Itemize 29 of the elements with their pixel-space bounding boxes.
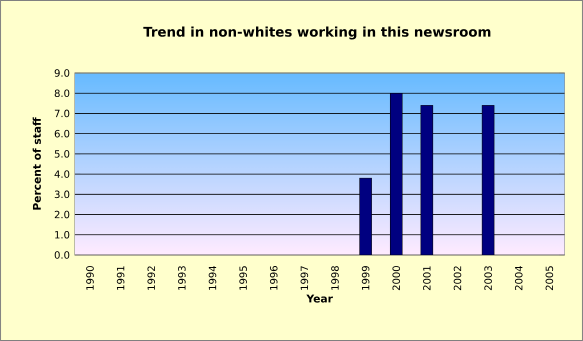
x-tick-label: 1994 (208, 266, 216, 290)
x-tick-label: 1998 (331, 266, 339, 290)
x-tick-label: 1997 (300, 266, 308, 290)
x-tick-label: 2005 (546, 266, 554, 290)
x-tick-label: 1993 (178, 266, 186, 290)
y-tick-label: 5.0 (54, 150, 70, 158)
x-tick-label: 1992 (147, 266, 156, 290)
x-tick-label: 1996 (270, 266, 278, 290)
y-axis-title: Percent of staff (32, 117, 41, 210)
x-tick-label: 2001 (423, 266, 431, 290)
y-tick-label: 9.0 (54, 69, 70, 77)
y-tick-label: 0.0 (54, 251, 70, 259)
y-tick-label: 4.0 (54, 170, 70, 178)
x-tick-label: 1990 (86, 266, 94, 290)
y-tick-label: 8.0 (54, 89, 70, 98)
y-tick-label: 1.0 (55, 230, 70, 239)
y-tick-label: 2.0 (54, 210, 70, 218)
y-tick-label: 3.0 (54, 190, 70, 198)
x-tick-label: 2003 (484, 266, 492, 290)
x-tick-label: 1995 (239, 266, 247, 290)
y-tick-label: 6.0 (54, 130, 70, 138)
x-axis-title: Year (306, 294, 333, 303)
x-tick-label: 1991 (116, 266, 124, 290)
chart-title: Trend in non-whites working in this newsroom (143, 26, 490, 40)
x-tick-label: 2004 (514, 266, 523, 290)
x-tick-label: 2002 (454, 266, 462, 290)
y-tick-label: 7.0 (54, 110, 70, 118)
x-tick-label: 2000 (392, 266, 400, 290)
x-tick-label: 1999 (362, 266, 370, 290)
